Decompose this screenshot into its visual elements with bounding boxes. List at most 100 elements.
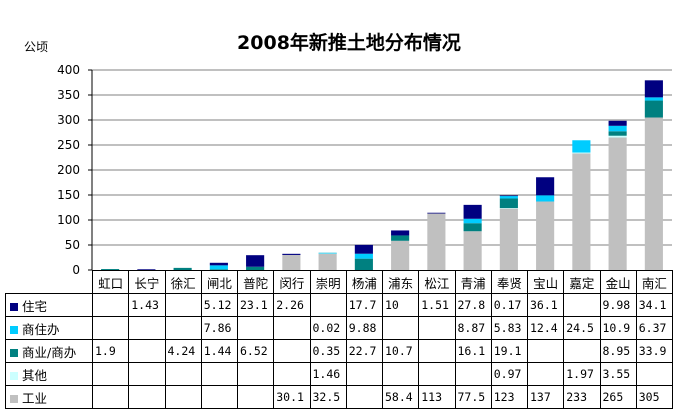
category-label: 浦东: [381, 270, 420, 294]
data-label: 16.1: [454, 339, 492, 363]
category-label: 长宁: [128, 270, 166, 294]
data-label: 22.7: [345, 339, 384, 363]
bar-segment: [499, 195, 518, 199]
data-label: [236, 385, 275, 409]
data-label: 77.5: [454, 385, 492, 409]
bar-segment: [463, 223, 482, 232]
chart-title: 2008年新推土地分布情况: [237, 32, 461, 54]
data-label: [273, 339, 311, 363]
bar-segment: [427, 212, 446, 214]
y-tick-label: 150: [57, 188, 80, 202]
bar-segment: [608, 137, 627, 270]
data-label: [128, 339, 166, 363]
bar-segment: [101, 269, 120, 270]
bar-segment: [318, 252, 337, 254]
y-tick-label: 100: [57, 213, 80, 227]
data-label: 19.1: [490, 339, 529, 363]
data-label: 36.1: [526, 293, 565, 317]
bar-segment: [391, 240, 410, 270]
data-label: 305: [635, 385, 674, 409]
category-label: 闵行: [273, 270, 311, 294]
bar-segment: [137, 269, 156, 270]
y-axis-unit-label: 公顷: [24, 40, 49, 54]
data-label: 2.26: [273, 293, 311, 317]
y-tick-label: 400: [57, 63, 80, 77]
data-label: 34.1: [635, 293, 674, 317]
bar-segment: [536, 177, 555, 196]
series-name: 住宅: [22, 298, 48, 314]
legend-entry: 住宅: [5, 293, 93, 317]
category-label: 闸北: [200, 270, 239, 294]
data-label: 1.9: [91, 339, 130, 363]
data-label: [164, 293, 202, 317]
data-label: 3.55: [599, 362, 637, 386]
data-label: [526, 362, 565, 386]
y-tick-label: 50: [65, 238, 80, 252]
bar-segment: [644, 117, 663, 270]
bar-segment: [209, 265, 228, 270]
data-label: 1.43: [128, 293, 166, 317]
data-label: 58.4: [381, 385, 420, 409]
bar-segment: [608, 125, 627, 132]
legend-entry: 其他: [5, 362, 93, 386]
data-label: 4.24: [164, 339, 202, 363]
data-label: 10.9: [599, 316, 637, 340]
bar-segment: [282, 253, 301, 255]
series-name: 商住办: [22, 321, 60, 337]
data-label: [91, 293, 130, 317]
data-label: [418, 339, 456, 363]
bar-segment: [644, 97, 663, 101]
category-label: 虹口: [91, 270, 130, 294]
data-label: 9.98: [599, 293, 637, 317]
bar-segment: [536, 201, 555, 270]
data-label: 8.95: [599, 339, 637, 363]
data-label: 137: [526, 385, 565, 409]
bar-segment: [463, 204, 482, 219]
data-label: [200, 385, 239, 409]
data-label: 233: [563, 385, 601, 409]
data-label: [563, 293, 601, 317]
data-label: 24.5: [563, 316, 601, 340]
series-name: 其他: [22, 367, 48, 383]
bar-segment: [391, 235, 410, 241]
data-label: 5.12: [200, 293, 239, 317]
table-row: 住宅 1.43 5.12 23.1 2.26 17.7 10 1.51 27.8 0.17 36.1…: [5, 293, 674, 317]
data-label: [381, 316, 420, 340]
legend-swatch: [10, 349, 18, 357]
bar-segment: [499, 195, 518, 197]
data-label: 32.5: [309, 385, 347, 409]
data-label: 8.87: [454, 316, 492, 340]
bar-segment: [246, 266, 265, 270]
data-label: 17.7: [345, 293, 384, 317]
category-label: 普陀: [236, 270, 275, 294]
table-corner: [5, 270, 93, 294]
data-label: [273, 362, 311, 386]
data-label: 1.44: [200, 339, 239, 363]
legend-entry: 工业: [5, 385, 93, 409]
data-label: [91, 385, 130, 409]
category-label: 徐汇: [164, 270, 202, 294]
bar-segment: [608, 131, 627, 136]
data-table: 虹口 长宁 徐汇 闸北 普陀 闵行 崇明 杨浦 浦东 松江 青浦 奉贤 宝山 嘉定 金山 南汇 住宅 1.43 5.…: [5, 270, 674, 409]
legend-entry: 商住办: [5, 316, 93, 340]
data-label: 0.35: [309, 339, 347, 363]
data-label: [345, 362, 384, 386]
bar-segment: [209, 262, 228, 266]
bar-segment: [354, 244, 373, 254]
bar-segment: [644, 100, 663, 118]
bar-segment: [391, 230, 410, 236]
data-label: [345, 385, 384, 409]
data-label: 9.88: [345, 316, 384, 340]
category-label: 杨浦: [345, 270, 384, 294]
bar-segment: [572, 153, 591, 270]
bar-segment: [282, 254, 301, 270]
table-row: 工业 30.1 32.5 58.4 113 77.5 123 137 233 265 305: [5, 385, 674, 409]
legend-swatch: [10, 372, 18, 380]
y-tick-label: 350: [57, 88, 80, 102]
legend-swatch: [10, 395, 18, 403]
bar-segment: [354, 258, 373, 270]
category-label: 崇明: [309, 270, 347, 294]
data-label: [91, 362, 130, 386]
category-label: 嘉定: [563, 270, 601, 294]
y-tick-label: 250: [57, 138, 80, 152]
